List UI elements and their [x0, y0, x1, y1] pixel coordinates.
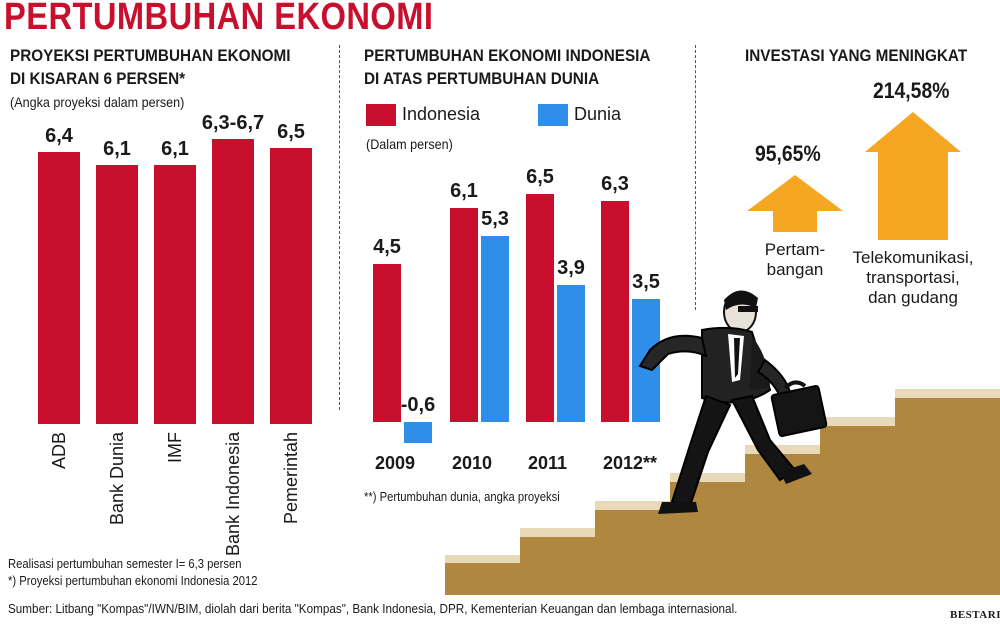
chart2-value-label-dunia-2: 3,9	[557, 257, 585, 280]
stairs-illustration	[445, 290, 1000, 595]
chart3-category-line-0-1: bangan	[766, 260, 824, 279]
chart2-category-label-2: 2011	[528, 453, 568, 473]
chart1-bar-4	[270, 147, 312, 424]
chart2-bar-dunia-0	[404, 422, 432, 444]
chart2-note: **) Pertumbuhan dunia, angka proyeksi	[364, 490, 560, 504]
chart2-plot: 4,5 -0,6 2009 6,1 5,3 2010 6,5 3,9 2011 6,3 3,5 201…	[373, 165, 660, 473]
chart2-value-label-indonesia-1: 6,1	[450, 179, 478, 202]
chart2-title-line2: DI ATAS PERTUMBUHAN DUNIA	[364, 69, 600, 88]
page-title: PERTUMBUHAN EKONOMI	[4, 0, 434, 38]
chart2-bar-dunia-1	[481, 235, 509, 422]
chart2-category-label-3: 2012**	[603, 453, 658, 473]
chart1-title: PROYEKSI PERTUMBUHAN EKONOMI DI KISARAN …	[10, 44, 291, 90]
chart3-category-line-1-0: Telekomunikasi,	[852, 248, 974, 267]
chart2-title-line1: PERTUMBUHAN EKONOMI INDONESIA	[364, 46, 651, 65]
chart1-bar-0	[38, 152, 80, 424]
chart2-bar-indonesia-3	[601, 200, 629, 422]
chart1-title-line1: PROYEKSI PERTUMBUHAN EKONOMI	[10, 46, 291, 65]
chart1-title-line2: DI KISARAN 6 PERSEN*	[10, 69, 186, 88]
source-note: Sumber: Litbang "Kompas"/IWN/BIM, diolah…	[8, 601, 738, 616]
chart3-category-line-0-0: Pertam-	[764, 240, 826, 259]
chart2-category-label-0: 2009	[375, 453, 416, 473]
chart2-bar-indonesia-2	[526, 193, 554, 422]
chart3-arrow-1	[865, 112, 961, 240]
divider-1	[339, 45, 340, 410]
chart2-value-label-dunia-1: 5,3	[481, 207, 509, 230]
stairs-icon	[445, 389, 1000, 595]
chart2-value-label-dunia-0: -0,6	[400, 394, 436, 416]
chart1-bar-1	[96, 164, 138, 424]
chart3-category-line-1-2: dan gudang	[868, 288, 958, 307]
chart2-value-label-indonesia-0: 4,5	[373, 236, 401, 258]
chart1-bar-2	[154, 164, 196, 424]
chart3-value-label-1: 214,58%	[873, 78, 950, 103]
chart3-title: INVESTASI YANG MENINGKAT	[745, 46, 968, 65]
chart1-plot: 6,4 ADB 6,1 Bank Dunia 6,1 IMF 6,3-6,7 Bank Ind…	[0, 0, 340, 625]
chart1-value-label-2: 6,1	[161, 137, 189, 160]
chart2-category-label-1: 2010	[452, 453, 493, 473]
chart1-value-label-1: 6,1	[103, 137, 131, 160]
legend-label-dunia: Dunia	[574, 104, 622, 124]
chart3-category-label-0: Pertam-bangan	[725, 240, 865, 280]
chart3-category-label-1: Telekomunikasi, transportasi, dan gudang	[843, 248, 983, 308]
chart2-subtitle: (Dalam persen)	[366, 136, 453, 152]
chart3-arrow-0	[747, 174, 843, 232]
credit: BESTARI	[950, 609, 1000, 621]
chart2-value-label-indonesia-2: 6,5	[526, 165, 554, 188]
chart2-bar-indonesia-1	[450, 207, 478, 422]
legend-label-indonesia: Indonesia	[402, 104, 481, 124]
chart1-subtitle: (Angka proyeksi dalam persen)	[10, 94, 185, 110]
divider-2	[695, 45, 696, 310]
chart2-bar-dunia-2	[557, 285, 585, 422]
chart2-title: PERTUMBUHAN EKONOMI INDONESIA DI ATAS PE…	[364, 44, 650, 90]
chart1-note-2: *) Proyeksi pertumbuhan ekonomi Indonesi…	[8, 574, 258, 588]
chart1-value-label-4: 6,5	[277, 120, 305, 143]
legend-swatch-indonesia	[366, 104, 396, 126]
chart2-value-label-indonesia-3: 6,3	[601, 172, 629, 195]
chart2-value-label-dunia-3: 3,5	[632, 271, 660, 294]
chart3-category-line-1-1: transportasi,	[866, 268, 960, 287]
chart2-bar-indonesia-0	[373, 264, 401, 422]
chart1-note-1: Realisasi pertumbuhan semester I= 6,3 pe…	[8, 557, 242, 571]
businessman-icon	[638, 290, 828, 514]
chart1-bar-3	[212, 139, 254, 424]
chart3-value-label-0: 95,65%	[755, 140, 821, 166]
legend-swatch-dunia	[538, 104, 568, 126]
chart1-value-label-3: 6,3-6,7	[201, 112, 265, 135]
chart1-value-label-0: 6,4	[45, 125, 73, 147]
